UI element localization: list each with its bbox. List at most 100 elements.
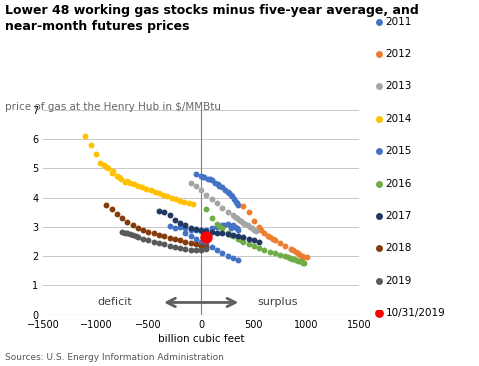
Text: surplus: surplus — [258, 298, 298, 307]
Text: 2018: 2018 — [386, 243, 412, 253]
Point — [129, 222, 137, 228]
Point — [117, 176, 125, 182]
Point — [203, 206, 210, 212]
Point — [250, 243, 258, 249]
Text: 10/31/2019: 10/31/2019 — [386, 308, 445, 318]
Point — [185, 200, 193, 206]
Point — [257, 227, 265, 233]
Point — [301, 260, 308, 266]
Point — [122, 179, 129, 184]
Point — [92, 151, 100, 157]
Point — [168, 195, 175, 201]
Point — [208, 215, 216, 221]
Point — [160, 242, 168, 247]
Point — [231, 224, 239, 230]
Point — [375, 310, 383, 316]
Point — [199, 173, 207, 179]
Point — [375, 246, 383, 251]
Point — [103, 202, 110, 208]
Point — [238, 238, 245, 243]
Point — [155, 240, 163, 246]
Point — [298, 253, 306, 259]
Point — [187, 225, 194, 231]
Point — [150, 231, 158, 236]
Point — [255, 245, 263, 251]
Point — [103, 164, 110, 170]
Point — [271, 237, 279, 243]
Point — [261, 230, 268, 236]
X-axis label: billion cubic feet: billion cubic feet — [158, 334, 244, 344]
Point — [160, 192, 167, 198]
Point — [375, 213, 383, 219]
Point — [81, 133, 89, 139]
Point — [125, 231, 133, 237]
Point — [264, 233, 272, 239]
Point — [233, 225, 241, 231]
Point — [122, 230, 129, 236]
Point — [222, 187, 229, 193]
Point — [375, 278, 383, 284]
Point — [234, 227, 242, 233]
Point — [187, 240, 194, 246]
Point — [234, 257, 242, 263]
Point — [289, 247, 297, 253]
Point — [290, 256, 298, 262]
Point — [203, 228, 210, 234]
Text: 2019: 2019 — [386, 276, 412, 286]
Point — [375, 148, 383, 154]
Point — [303, 254, 310, 260]
Point — [124, 178, 131, 184]
Point — [166, 212, 173, 218]
Point — [160, 234, 168, 239]
Point — [197, 228, 205, 234]
Point — [213, 224, 221, 230]
Point — [150, 239, 158, 244]
Text: 2015: 2015 — [386, 146, 412, 156]
Point — [245, 236, 252, 242]
Point — [250, 218, 258, 224]
Point — [197, 173, 205, 179]
Point — [204, 176, 211, 182]
Point — [224, 231, 231, 237]
Point — [160, 209, 168, 215]
Point — [224, 253, 231, 259]
Point — [375, 116, 383, 122]
Point — [218, 184, 226, 190]
Point — [294, 258, 302, 264]
Point — [115, 174, 123, 180]
Point — [172, 196, 180, 202]
Text: price of gas at the Henry Hub in $/MMBtu: price of gas at the Henry Hub in $/MMBtu — [5, 102, 221, 112]
Point — [297, 252, 304, 258]
Point — [182, 223, 189, 228]
Point — [125, 180, 133, 186]
Point — [245, 241, 252, 247]
Point — [189, 201, 196, 207]
Point — [224, 221, 231, 227]
Point — [182, 225, 189, 231]
Point — [271, 250, 279, 256]
Point — [164, 193, 171, 199]
Point — [233, 215, 241, 221]
Point — [234, 236, 242, 242]
Point — [255, 224, 263, 230]
Point — [301, 254, 308, 260]
Point — [213, 201, 221, 206]
Point — [250, 237, 258, 243]
Point — [214, 182, 222, 187]
Point — [104, 165, 112, 171]
Point — [208, 225, 216, 231]
Point — [203, 227, 210, 233]
Point — [130, 182, 137, 187]
Point — [166, 235, 173, 241]
Point — [181, 199, 188, 205]
Point — [244, 223, 251, 228]
Point — [197, 243, 205, 249]
Point — [231, 214, 239, 220]
Point — [299, 260, 307, 266]
Point — [255, 239, 263, 244]
Point — [375, 19, 383, 25]
Point — [109, 168, 116, 174]
Point — [176, 198, 184, 203]
Text: 2013: 2013 — [386, 82, 412, 92]
Point — [147, 187, 154, 193]
